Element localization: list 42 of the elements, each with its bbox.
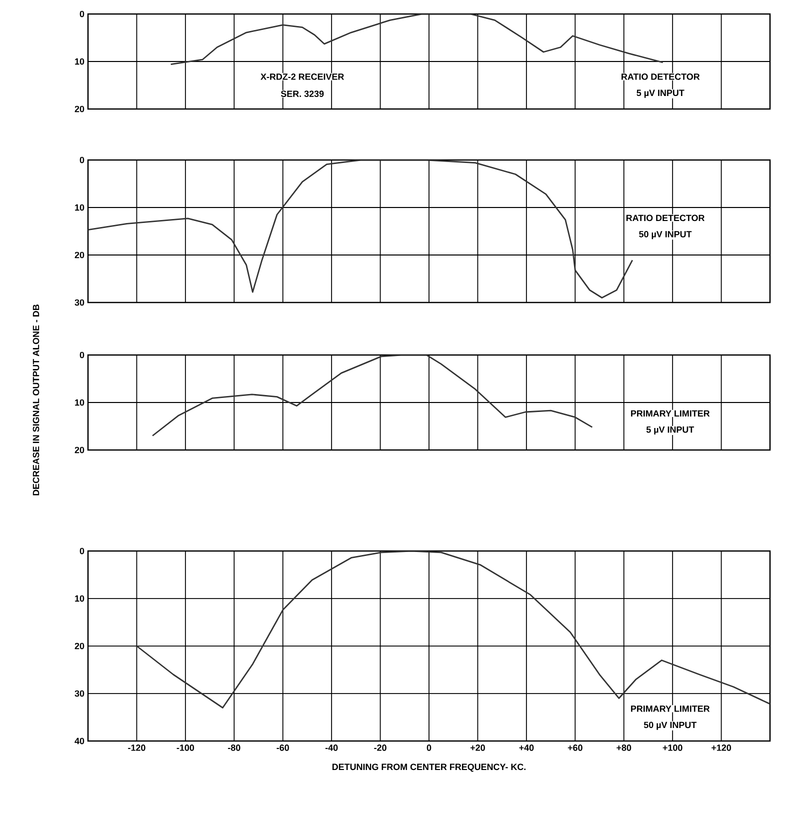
y-tick-label: 10 (75, 595, 84, 602)
x-tick-label: +60 (568, 744, 582, 751)
x-tick-label: -60 (276, 744, 289, 751)
x-tick-label: +20 (470, 744, 485, 751)
x-axis-title: DETUNING FROM CENTER FREQUENCY- KC. (332, 764, 526, 772)
annotation: PRIMARY LIMITER (631, 706, 710, 712)
x-tick-label: 0 (426, 744, 432, 751)
x-tick-label: +80 (616, 744, 632, 751)
annotation: X-RDZ-2 RECEIVER (260, 74, 344, 80)
x-tick-label: +100 (662, 744, 682, 751)
y-tick-label: 0 (80, 548, 84, 554)
y-tick-label: 0 (80, 10, 84, 18)
annotation: SER. 3239 (280, 90, 324, 97)
y-tick-label: 10 (75, 204, 84, 211)
annotation: 50 µV INPUT (639, 230, 692, 240)
annotation: PRIMARY LIMITER (631, 410, 710, 417)
y-tick-label: 0 (80, 156, 84, 164)
x-tick-label: +120 (712, 744, 732, 751)
y-tick-label: 20 (74, 446, 84, 454)
y-tick-label: 30 (74, 299, 84, 306)
y-tick-label: 30 (74, 690, 84, 697)
x-tick-label: -40 (325, 744, 338, 751)
x-tick-label: -100 (176, 744, 194, 751)
annotation: RATIO DETECTOR (622, 74, 700, 80)
line-series (152, 355, 593, 436)
x-tick-label: -120 (128, 744, 146, 751)
x-tick-label: +40 (519, 744, 534, 751)
y-tick-label: 20 (74, 252, 84, 258)
x-tick-label: -20 (374, 744, 386, 751)
y-tick-label: 20 (74, 106, 84, 112)
y-axis-title: DECREASE IN SIGNAL OUTPUT ALONE - DB (32, 304, 40, 496)
line-series (170, 14, 664, 66)
annotation: 50 µV INPUT (644, 722, 697, 730)
y-tick-label: 10 (75, 58, 84, 65)
y-tick-label: 10 (75, 399, 84, 406)
annotation: 5 µV INPUT (636, 90, 684, 98)
annotation: RATIO DETECTOR (626, 214, 705, 222)
x-tick-label: -80 (228, 744, 240, 751)
annotation: 5 µV INPUT (646, 426, 694, 435)
y-tick-label: 20 (74, 642, 84, 650)
y-tick-label: 0 (80, 352, 84, 358)
y-tick-label: 40 (74, 738, 84, 744)
